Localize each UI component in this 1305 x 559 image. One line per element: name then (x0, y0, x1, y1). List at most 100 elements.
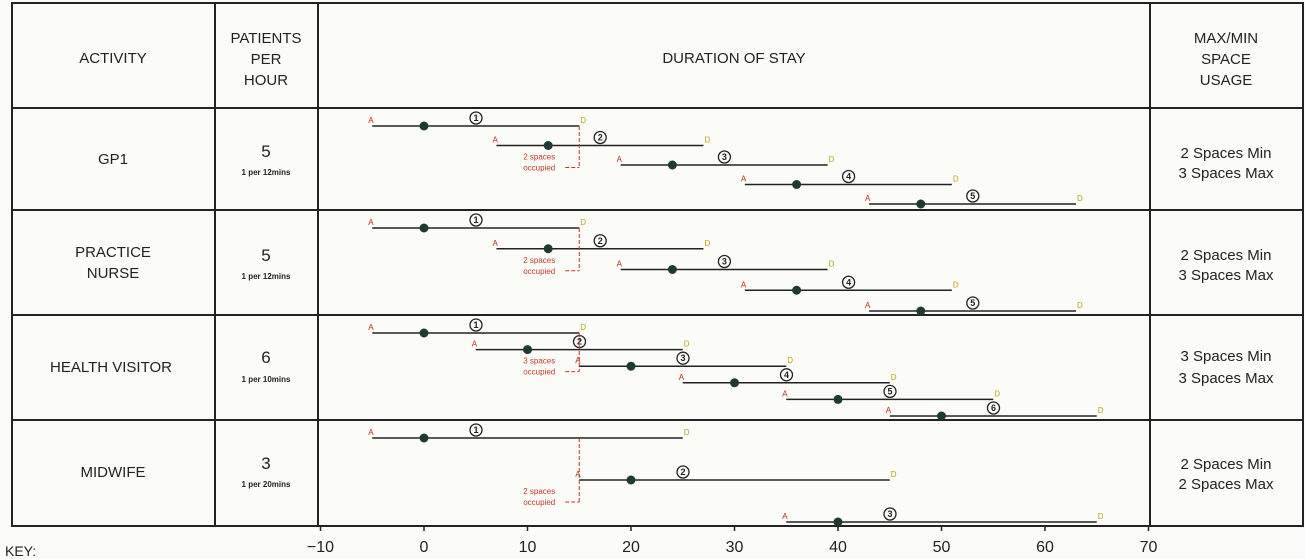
patient-number: 3 (722, 257, 727, 267)
row-bars: A D 1 A D 2 A D 3 2 spaces occupied (368, 423, 1104, 527)
patients-per-hour: 3 (261, 454, 270, 473)
depart-marker: D (1077, 301, 1083, 310)
patient-bar: A D 6 (886, 401, 1104, 421)
arrive-marker: A (741, 175, 747, 184)
usage-min: 2 Spaces Min (1181, 145, 1272, 162)
patient-number-circle (986, 401, 1001, 415)
header-duration: DURATION OF STAY (662, 50, 805, 67)
consultation-dot (667, 265, 677, 274)
time-axis: −10 0 10 20 30 40 50 60 70 (307, 526, 1158, 556)
axis-tick: 60 (1036, 526, 1054, 556)
usage-min: 2 Spaces Min (1181, 456, 1272, 473)
consultation-dot (792, 180, 802, 189)
patient-number-circle (841, 275, 856, 289)
patient-bar: A D 1 (368, 318, 586, 338)
arrive-marker: A (865, 194, 871, 203)
header-patients-line2: PER (251, 51, 282, 68)
axis-tick: 30 (726, 526, 744, 556)
arrive-marker: A (368, 428, 374, 437)
consultation-dot (916, 199, 926, 209)
arrive-marker: A (472, 340, 478, 349)
patient-number-circle (883, 507, 897, 521)
occupied-label-line2: occupied (523, 267, 555, 276)
depart-marker: D (704, 136, 710, 145)
occupied-label-line2: occupied (523, 368, 555, 377)
axis-tick: −10 (307, 526, 334, 556)
depart-marker: D (580, 116, 586, 125)
patient-number-circle (966, 189, 980, 203)
header-usage-line3: USAGE (1200, 72, 1253, 89)
consultation-dot (419, 328, 429, 338)
patient-number-circle (469, 423, 483, 437)
tick-label: 20 (622, 539, 640, 556)
depart-marker: D (1098, 512, 1104, 521)
patient-number: 1 (473, 113, 478, 123)
patient-number: 4 (846, 277, 851, 287)
patient-rate: 1 per 12mins (242, 168, 291, 177)
axis-tick: 70 (1140, 526, 1158, 556)
consultation-dot (833, 517, 843, 527)
arrive-marker: A (368, 116, 374, 125)
consultation-dot (730, 378, 739, 388)
patient-number: 3 (887, 509, 892, 519)
patient-number-circle (676, 465, 690, 479)
depart-marker: D (829, 260, 835, 269)
patient-number: 2 (598, 236, 603, 246)
patient-number-circle (717, 254, 732, 269)
patient-number-circle (593, 130, 607, 145)
consultation-dot (523, 345, 532, 355)
tick-label: 30 (726, 539, 744, 556)
occupied-label-line1: 2 spaces (523, 487, 555, 496)
arrive-marker: A (782, 389, 788, 398)
header-patients-line1: PATIENTS (230, 30, 301, 47)
axis-tick: 10 (519, 526, 537, 556)
patient-number-circle (469, 318, 483, 332)
patient-number: 1 (473, 320, 478, 330)
patient-number-circle (779, 368, 794, 382)
depart-marker: D (580, 218, 586, 227)
consultation-dot (667, 160, 677, 170)
patient-bar: A D 4 (741, 169, 959, 189)
axis-tick: 20 (622, 526, 640, 556)
patient-number: 5 (970, 191, 975, 201)
patient-bar: A D 1 (368, 213, 586, 233)
tick-label: 10 (519, 539, 537, 556)
depart-marker: D (1098, 406, 1104, 415)
occupied-label-line1: 2 spaces (523, 153, 555, 162)
row-bars: A D 1 A D 2 A D 3 A D 4 A D 5 2 spaces occupied (368, 213, 1083, 316)
depart-marker: D (994, 389, 1000, 398)
patient-bar: A D 3 (617, 254, 835, 274)
patient-bar: AD2 (472, 334, 690, 355)
occupied-label-line2: occupied (523, 164, 555, 173)
patient-number: 4 (784, 370, 789, 380)
tick-label: −10 (307, 539, 334, 556)
arrive-marker: A (575, 356, 581, 365)
patient-number-circle (593, 234, 607, 248)
consultation-dot (792, 285, 802, 295)
consultation-dot (626, 475, 636, 485)
tick-label: 70 (1140, 539, 1158, 556)
occupied-label-line1: 3 spaces (523, 357, 555, 366)
patient-number: 6 (991, 403, 996, 413)
tick-label: 50 (933, 539, 951, 556)
consultation-dot (833, 394, 843, 404)
duration-bars: A D 1 A D 2 A D 3 A D 4 A D 5 2 spaces occupied A D 1 A D 2 A D 3… (368, 111, 1104, 527)
patient-number-circle (717, 150, 732, 164)
arrive-marker: A (865, 301, 871, 310)
tick-label: 40 (829, 539, 847, 556)
patient-bar: A D 3 (782, 507, 1104, 527)
depart-marker: D (891, 470, 897, 479)
patient-number: 2 (598, 133, 603, 143)
patient-number: 5 (887, 386, 892, 396)
patient-rate: 1 per 12mins (242, 272, 291, 281)
depart-marker: D (704, 239, 710, 248)
patient-bar: A D 5 (865, 189, 1083, 209)
patient-bar: A D 5 (865, 296, 1083, 316)
tick-label: 60 (1036, 539, 1054, 556)
consultation-dot (419, 433, 429, 443)
occupied-label-line2: occupied (523, 498, 555, 507)
patient-bar: A D 5 (782, 384, 1000, 404)
